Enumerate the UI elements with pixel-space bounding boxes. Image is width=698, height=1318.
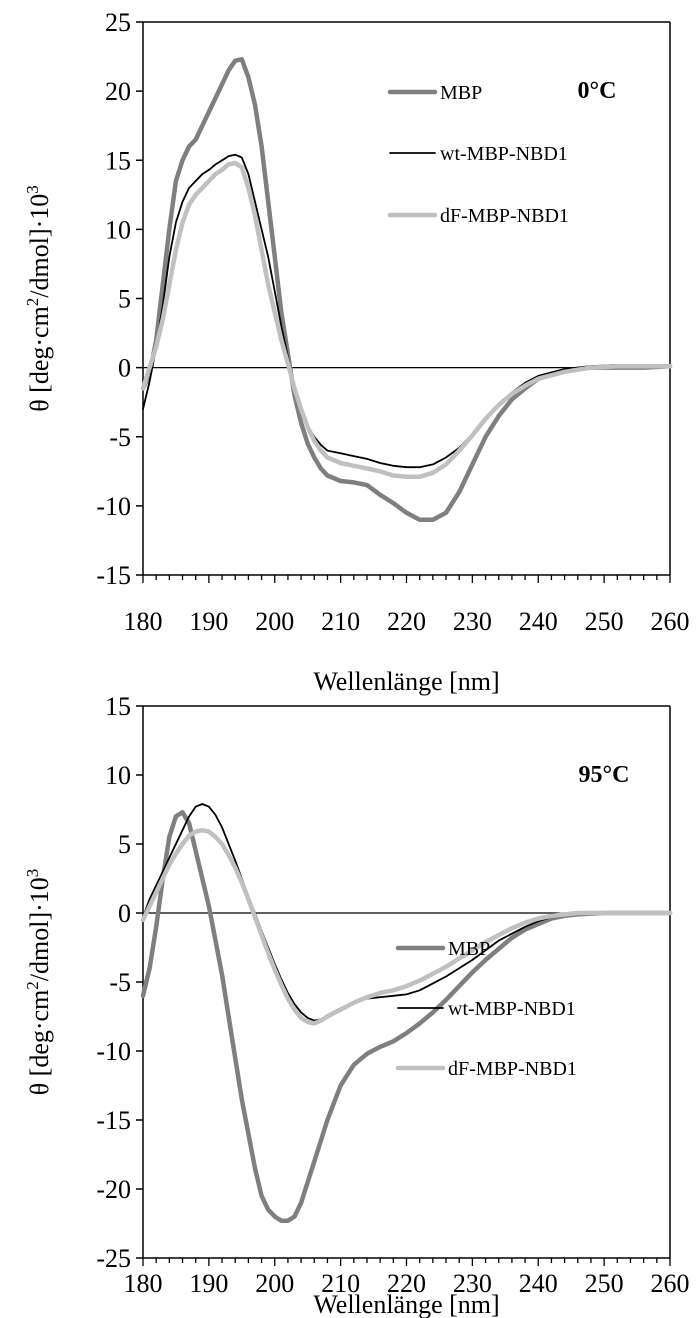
x-tick-label: 250	[585, 1269, 624, 1298]
legend-label: MBP	[440, 82, 482, 104]
y-axis-title-sup: 3	[23, 869, 42, 878]
x-tick-label: 180	[124, 1269, 163, 1298]
series-line-wt-mbp-nbd1	[142, 153, 671, 469]
y-axis-title-sup: 3	[23, 185, 42, 194]
y-tick-label: 10	[105, 215, 131, 244]
series-line-df-mbp-nbd1	[140, 160, 673, 480]
x-tick-label: 210	[321, 1269, 360, 1298]
y-axis-title-part: θ [deg·cm	[25, 990, 54, 1096]
y-tick-label: -15	[96, 561, 131, 590]
series-line-mbp	[140, 810, 673, 1223]
y-axis-title-part: θ [deg·cm	[25, 306, 54, 412]
chart-0c: -15 -10 -5 0 5 10 15 20 25 180 190 200 210 220 230 240 2…	[23, 8, 690, 696]
legend-label: MBP	[448, 938, 490, 960]
y-axis-title-sup: 2	[23, 981, 42, 990]
series-line-df-mbp-nbd1	[140, 827, 673, 1026]
x-tick-label: 230	[453, 607, 492, 636]
chart-95c: -25 -20 -15 -10 -5 0 5 10 15 180 190 200 210 220 230 24…	[23, 692, 690, 1318]
legend-label: wt-MBP-NBD1	[448, 998, 576, 1020]
temperature-label: 0°C	[578, 78, 617, 104]
y-tick-label: -20	[96, 1175, 131, 1204]
y-axis-title-part: /dmol]·10	[25, 877, 54, 981]
x-axis-title: Wellenlänge [nm]	[313, 1290, 499, 1318]
series-line-wt-mbp-nbd1	[142, 803, 671, 1022]
y-axis-title-part: /dmol]·10	[25, 194, 54, 298]
y-tick-label: 10	[105, 761, 131, 790]
y-tick-label: 0	[118, 899, 131, 928]
temperature-label: 95°C	[579, 762, 630, 788]
y-tick-label: 5	[118, 285, 131, 314]
y-tick-label: -10	[96, 1037, 131, 1066]
x-tick-label: 220	[387, 1269, 426, 1298]
y-axis-title: θ [deg·cm2/dmol]·103	[23, 869, 54, 1096]
y-tick-label: -5	[109, 968, 131, 997]
x-tick-label: 260	[651, 607, 690, 636]
y-tick-label: -10	[96, 492, 131, 521]
y-tick-label: -15	[96, 1106, 131, 1135]
y-tick-label: 25	[105, 8, 131, 37]
y-tick-label: 20	[105, 77, 131, 106]
legend-label: dF-MBP-NBD1	[440, 205, 569, 227]
legend-label: wt-MBP-NBD1	[440, 143, 568, 165]
x-tick-label: 180	[124, 607, 163, 636]
x-tick-label: 190	[189, 607, 228, 636]
x-axis-title: Wellenlänge [nm]	[313, 667, 499, 696]
y-tick-label: -5	[109, 423, 131, 452]
x-tick-label: 190	[189, 1269, 228, 1298]
y-tick-label: 0	[118, 354, 131, 383]
y-tick-label: 5	[118, 830, 131, 859]
x-tick-label: 230	[453, 1269, 492, 1298]
x-tick-label: 250	[585, 607, 624, 636]
x-tick-label: 260	[651, 1269, 690, 1298]
x-tick-label: 200	[255, 607, 294, 636]
y-tick-label: -25	[96, 1244, 131, 1273]
legend-label: dF-MBP-NBD1	[448, 1058, 577, 1080]
y-axis-title-sup: 2	[23, 298, 42, 307]
y-axis-title: θ [deg·cm2/dmol]·103	[23, 185, 54, 412]
x-tick-label: 210	[321, 607, 360, 636]
x-tick-label: 220	[387, 607, 426, 636]
x-tick-label: 240	[519, 1269, 558, 1298]
series-line-mbp	[140, 57, 673, 522]
y-tick-label: 15	[105, 146, 131, 175]
y-tick-label: 15	[105, 692, 131, 721]
x-tick-label: 240	[519, 607, 558, 636]
x-tick-label: 200	[255, 1269, 294, 1298]
